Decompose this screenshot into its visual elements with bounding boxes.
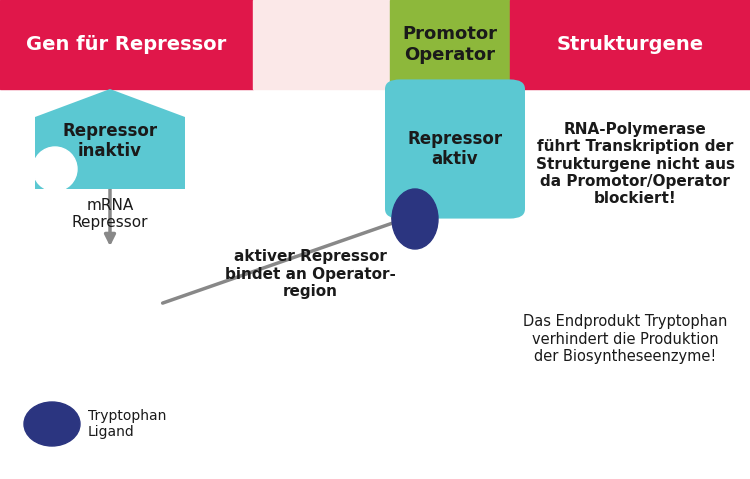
Bar [253,0,390,89]
Ellipse shape [392,189,438,249]
Text: mRNA
Repressor: mRNA Repressor [72,198,148,230]
Text: RNA-Polymerase
führt Transkription der
Strukturgene nicht aus
da Promotor/Operat: RNA-Polymerase führt Transkription der S… [536,122,734,206]
Text: Repressor
aktiv: Repressor aktiv [407,130,503,169]
Ellipse shape [33,147,77,191]
Text: aktiver Repressor
bindet an Operator-
region: aktiver Repressor bindet an Operator- re… [224,249,395,299]
Bar [0,0,253,89]
Text: Repressor
inaktiv: Repressor inaktiv [62,122,158,160]
Bar [510,0,750,89]
Text: Das Endprodukt Tryptophan
verhindert die Produktion
der Biosyntheseenzyme!: Das Endprodukt Tryptophan verhindert die… [523,314,728,364]
Polygon shape [35,89,185,189]
Bar [390,0,510,89]
Ellipse shape [24,402,80,446]
Text: Strukturgene: Strukturgene [556,35,704,54]
FancyBboxPatch shape [385,80,525,218]
Text: Tryptophan
Ligand: Tryptophan Ligand [88,409,166,439]
Text: Promotor
Operator: Promotor Operator [403,25,497,64]
Text: Gen für Repressor: Gen für Repressor [26,35,226,54]
